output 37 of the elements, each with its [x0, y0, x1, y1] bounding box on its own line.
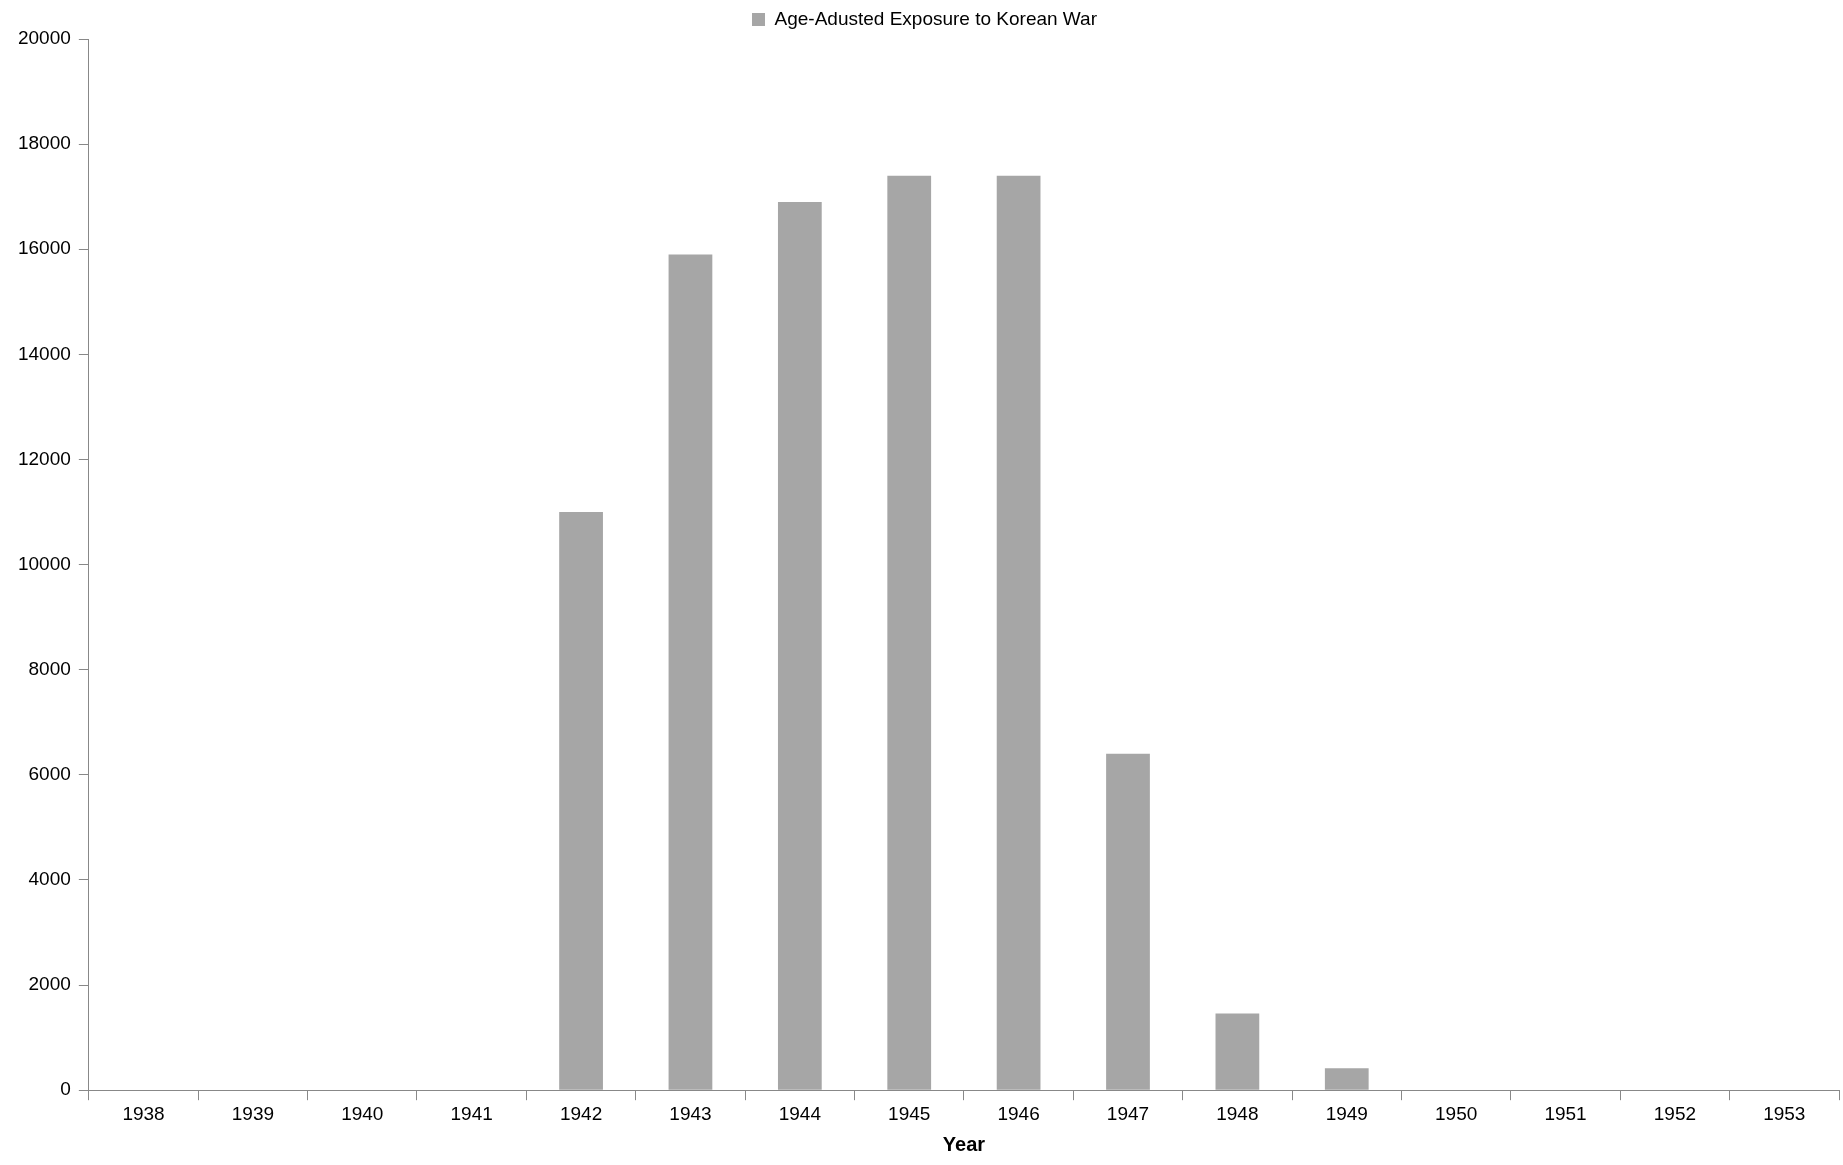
- y-tick-label: 2000: [28, 973, 71, 995]
- x-tick-label: 1939: [231, 1102, 275, 1124]
- y-tick-label: 0: [60, 1078, 71, 1100]
- x-tick-label: 1952: [1653, 1102, 1697, 1124]
- y-tick-label: 4000: [28, 868, 71, 890]
- x-tick-label: 1940: [341, 1102, 384, 1124]
- x-tick-label: 1950: [1435, 1102, 1478, 1124]
- y-tick-label: 20000: [17, 27, 71, 49]
- x-tick-label: 1946: [997, 1102, 1040, 1124]
- y-tick-label: 18000: [17, 132, 71, 154]
- y-tick-label: 6000: [28, 763, 71, 785]
- bar: [996, 175, 1041, 1090]
- bar: [1106, 753, 1150, 1090]
- x-axis-title: Year: [942, 1132, 986, 1155]
- x-tick-label: 1947: [1106, 1102, 1150, 1124]
- x-tick-label: 1948: [1216, 1102, 1259, 1124]
- y-tick-label: 14000: [17, 342, 71, 364]
- x-tick-label: 1938: [122, 1102, 165, 1124]
- y-tick-label: 10000: [17, 552, 71, 574]
- y-tick-label: 16000: [17, 237, 71, 259]
- bar: [1324, 1068, 1369, 1090]
- bar: [777, 201, 822, 1090]
- x-tick-label: 1944: [778, 1102, 822, 1124]
- bar: [1215, 1013, 1260, 1090]
- x-tick-label: 1949: [1325, 1102, 1368, 1124]
- bar: [668, 254, 713, 1090]
- x-tick-label: 1951: [1544, 1102, 1587, 1124]
- x-tick-label: 1943: [669, 1102, 712, 1124]
- legend-label: Age-Adusted Exposure to Korean War: [774, 7, 1098, 29]
- x-tick-label: 1942: [559, 1102, 603, 1124]
- x-tick-label: 1941: [450, 1102, 493, 1124]
- x-tick-label: 1945: [888, 1102, 931, 1124]
- x-tick-label: 1953: [1763, 1102, 1806, 1124]
- bar: [559, 512, 603, 1090]
- bar: [887, 175, 932, 1090]
- y-tick-label: 8000: [28, 657, 71, 679]
- y-tick-label: 12000: [17, 447, 71, 469]
